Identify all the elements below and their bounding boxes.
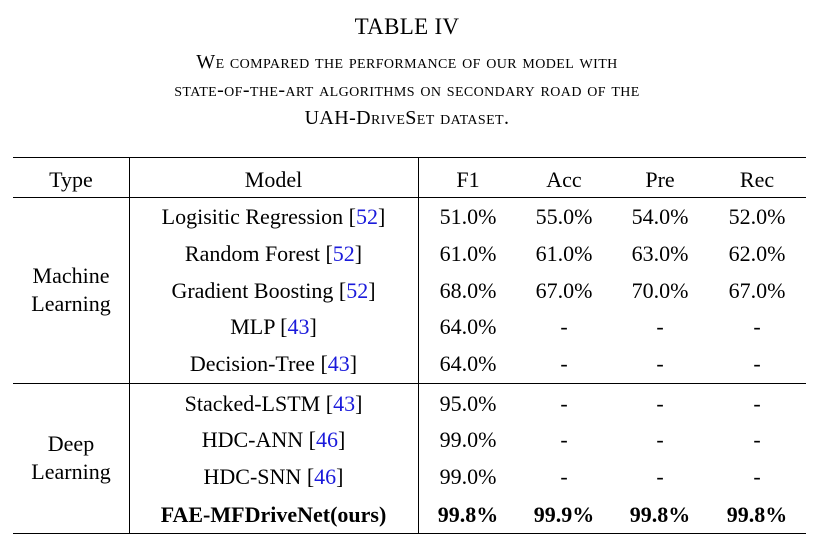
metric-f1-cell: 61.0% xyxy=(439,241,497,266)
group-rule xyxy=(13,383,806,384)
caption-line-3: UAH-DriveSet dataset. xyxy=(304,107,510,129)
metric-rec-cell: - xyxy=(753,427,761,452)
model-cell: FAE-MFDriveNet(ours) xyxy=(129,503,418,527)
model-divider xyxy=(418,157,419,534)
header-rule xyxy=(13,197,806,198)
model-name: Stacked-LSTM xyxy=(184,391,321,416)
metric-acc-cell: 55.0% xyxy=(535,204,593,229)
model-cell: Random Forest [52] xyxy=(184,241,363,266)
metric-pre-cell: 54.0% xyxy=(631,204,689,229)
model-name: HDC-ANN xyxy=(201,427,304,452)
group-label-line: Learning xyxy=(31,291,111,316)
model-cell: HDC-ANN [46] xyxy=(201,427,346,452)
metric-acc-cell: - xyxy=(560,464,568,489)
model-name: HDC-SNN xyxy=(203,464,302,489)
model-cell: Decision-Tree [43] xyxy=(189,351,358,376)
citation-link[interactable]: 46 xyxy=(314,464,337,489)
citation-link[interactable]: 52 xyxy=(332,241,355,266)
model-cell: Logisitic Regression [52] xyxy=(161,204,386,229)
metric-f1-cell: 64.0% xyxy=(439,351,497,376)
model-cell: Stacked-LSTM [43] xyxy=(184,391,363,416)
metric-acc-cell: - xyxy=(560,351,568,376)
metric-pre-cell: - xyxy=(656,391,664,416)
metric-rec-cell: 99.8% xyxy=(726,502,788,527)
model-cell: Gradient Boosting [52] xyxy=(171,278,376,303)
metric-pre-cell: - xyxy=(656,351,664,376)
header-acc: Acc xyxy=(546,167,582,192)
metric-rec-cell: - xyxy=(753,314,761,339)
header-rec: Rec xyxy=(739,167,775,192)
metric-rec-cell: 67.0% xyxy=(728,278,786,303)
metric-pre-cell: 63.0% xyxy=(631,241,689,266)
metric-rec-cell: - xyxy=(753,351,761,376)
model-name: Logisitic Regression xyxy=(161,204,344,229)
top-rule xyxy=(13,157,806,158)
metric-pre-cell: - xyxy=(656,314,664,339)
metric-pre-cell: - xyxy=(656,464,664,489)
metric-acc-cell: - xyxy=(560,427,568,452)
group-machine-learning: Machine Learning xyxy=(13,262,129,318)
metric-f1-cell: 64.0% xyxy=(439,314,497,339)
model-name: FAE-MFDriveNet(ours) xyxy=(160,502,387,527)
type-divider xyxy=(129,157,130,534)
metric-rec-cell: - xyxy=(753,464,761,489)
group-label-line: Learning xyxy=(31,459,111,484)
header-pre: Pre xyxy=(645,167,675,192)
citation-link[interactable]: 46 xyxy=(315,427,338,452)
metric-acc-cell: - xyxy=(560,314,568,339)
metric-f1-cell: 99.0% xyxy=(439,464,497,489)
caption-line-1: We compared the performance of our model… xyxy=(196,51,618,73)
metric-pre-cell: 99.8% xyxy=(629,502,691,527)
model-name: Random Forest xyxy=(184,241,320,266)
group-deep-learning: Deep Learning xyxy=(13,430,129,486)
model-name: Decision-Tree xyxy=(189,351,315,376)
citation-link[interactable]: 52 xyxy=(346,278,369,303)
header-model: Model xyxy=(244,167,303,192)
header-type: Type xyxy=(49,167,93,192)
table-number: TABLE IV xyxy=(354,14,460,39)
metric-f1-cell: 99.0% xyxy=(439,427,497,452)
model-name: Gradient Boosting xyxy=(171,278,334,303)
model-cell: HDC-SNN [46] xyxy=(203,464,344,489)
metric-f1-cell: 95.0% xyxy=(439,391,497,416)
header-f1: F1 xyxy=(456,167,480,192)
citation-link[interactable]: 43 xyxy=(287,314,310,339)
citation-link[interactable]: 43 xyxy=(333,391,356,416)
metric-rec-cell: 62.0% xyxy=(728,241,786,266)
model-cell: MLP [43] xyxy=(230,314,317,339)
metric-f1-cell: 68.0% xyxy=(439,278,497,303)
metric-acc-cell: 99.9% xyxy=(533,502,595,527)
metric-acc-cell: 67.0% xyxy=(535,278,593,303)
citation-link[interactable]: 52 xyxy=(355,204,378,229)
bottom-rule xyxy=(13,533,806,534)
group-label-line: Machine xyxy=(32,263,110,288)
model-name: MLP xyxy=(230,314,275,339)
caption-line-2: state-of-the-art algorithms on secondary… xyxy=(174,79,640,101)
metric-rec-cell: - xyxy=(753,391,761,416)
metric-pre-cell: 70.0% xyxy=(631,278,689,303)
citation-link[interactable]: 43 xyxy=(327,351,350,376)
metric-f1-cell: 99.8% xyxy=(437,502,499,527)
metric-pre-cell: - xyxy=(656,427,664,452)
group-label-line: Deep xyxy=(47,431,95,456)
metric-acc-cell: 61.0% xyxy=(535,241,593,266)
metric-acc-cell: - xyxy=(560,391,568,416)
metric-f1-cell: 51.0% xyxy=(439,204,497,229)
metric-rec-cell: 52.0% xyxy=(728,204,786,229)
